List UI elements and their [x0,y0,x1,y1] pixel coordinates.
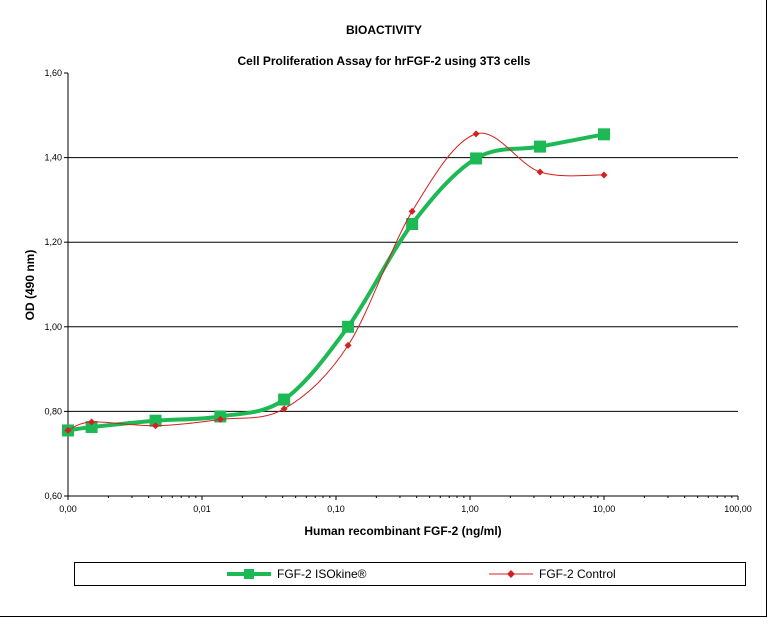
data-point-square [149,414,162,427]
series-isokine [62,128,610,437]
chart-title: BIOACTIVITY [345,23,422,37]
axes [67,73,738,497]
data-point-square [85,421,98,434]
series-layer [62,128,610,437]
legend-label-control: FGF-2 Control [539,567,616,581]
legend-item-control: FGF-2 Control [487,563,616,585]
legend-label-isokine: FGF-2 ISOkine® [277,567,367,581]
x-tick-label: 0,01 [193,504,211,514]
x-tick-label: 1,00 [461,504,479,514]
x-tick-label: 0,10 [327,504,345,514]
gridlines [68,157,738,412]
y-tick-label: 0,80 [44,406,62,416]
x-axis-label: Human recombinant FGF-2 (ng/ml) [304,524,502,538]
y-tick-label: 0,60 [44,491,62,501]
legend-swatch-isokine [227,569,271,579]
y-tick-label: 1,00 [44,322,62,332]
data-point-square [534,140,547,153]
data-point-diamond [536,168,544,176]
x-tick-label: 100,00 [724,504,752,514]
y-axis-label: OD (490 nm) [23,249,37,321]
x-tick-label: 0,00 [59,504,77,514]
legend: FGF-2 ISOkine® FGF-2 Control [74,562,746,586]
data-point-diamond [216,415,224,423]
data-point-diamond [408,207,416,215]
y-axis-ticks: 0,60 0,80 1,00 1,20 1,40 1,60 [44,68,68,501]
legend-item-isokine: FGF-2 ISOkine® [225,563,367,585]
data-point-diamond [152,422,160,430]
data-point-square [470,152,483,165]
y-tick-label: 1,40 [44,153,62,163]
legend-swatch-control [489,570,533,578]
y-tick-label: 1,20 [44,237,62,247]
data-point-square [278,393,291,406]
x-axis-ticks: 0,00 0,01 0,10 1,00 10,00 100,00 [59,496,752,514]
data-point-square [342,320,355,333]
data-point-diamond [344,341,352,349]
data-point-diamond [600,171,608,179]
y-tick-label: 1,60 [44,68,62,78]
chart-subtitle: Cell Proliferation Assay for hrFGF-2 usi… [237,54,531,68]
data-point-diamond [472,130,480,138]
data-point-square [598,128,610,141]
series-line [67,132,605,433]
data-point-square [406,218,419,231]
series-control [64,130,608,434]
data-point-diamond [64,426,72,434]
series-line [67,132,605,431]
data-point-diamond [88,418,96,426]
x-tick-label: 10,00 [593,504,616,514]
data-point-diamond [280,405,288,413]
